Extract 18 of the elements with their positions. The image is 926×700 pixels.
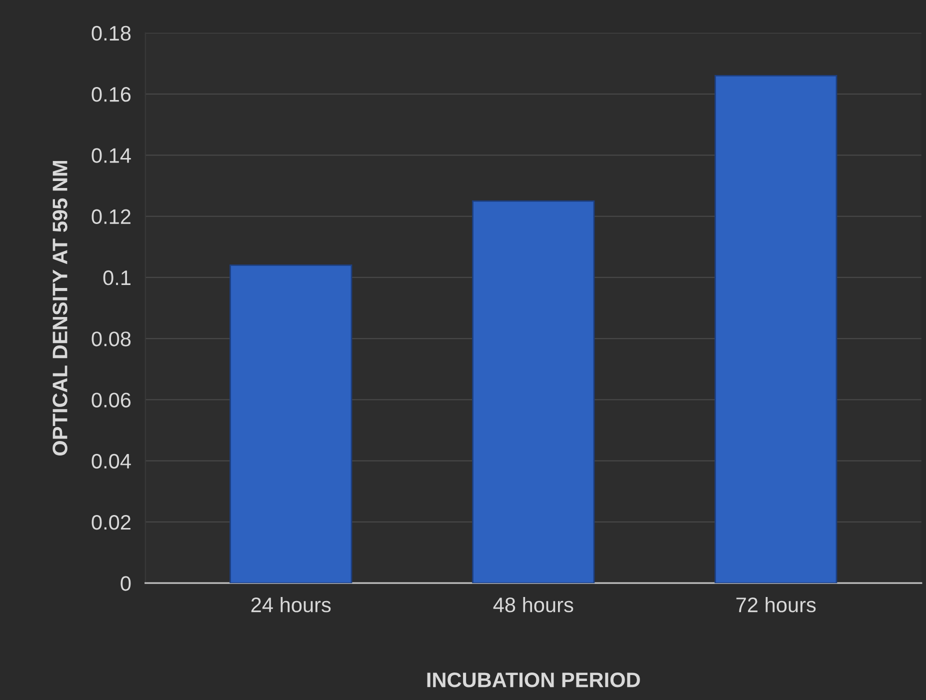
- y-tick-label: 0.18: [92, 26, 131, 41]
- y-tick-label: 0.14: [92, 148, 131, 163]
- y-axis-title: OPTICAL DENSITY AT 595 NM: [52, 161, 68, 456]
- bar: [472, 200, 595, 584]
- y-tick-label: 0.06: [92, 392, 131, 408]
- y-tick-label: 0.08: [92, 332, 131, 346]
- y-tick-label: 0.1: [103, 270, 130, 286]
- bar: [714, 75, 838, 584]
- y-tick-label: 0.02: [92, 514, 130, 530]
- y-tick-label: 0.04: [92, 454, 131, 469]
- x-tick-label: 72 hours: [736, 596, 816, 612]
- y-tick-label: 0: [120, 576, 131, 591]
- y-tick-label: 0.16: [92, 87, 131, 102]
- bar: [230, 264, 352, 584]
- x-tick-label: 48 hours: [493, 596, 574, 612]
- y-tick-label: 0.12: [92, 209, 130, 224]
- x-tick-label: 24 hours: [251, 596, 331, 612]
- x-axis-title: INCUBATION PERIOD: [427, 672, 640, 688]
